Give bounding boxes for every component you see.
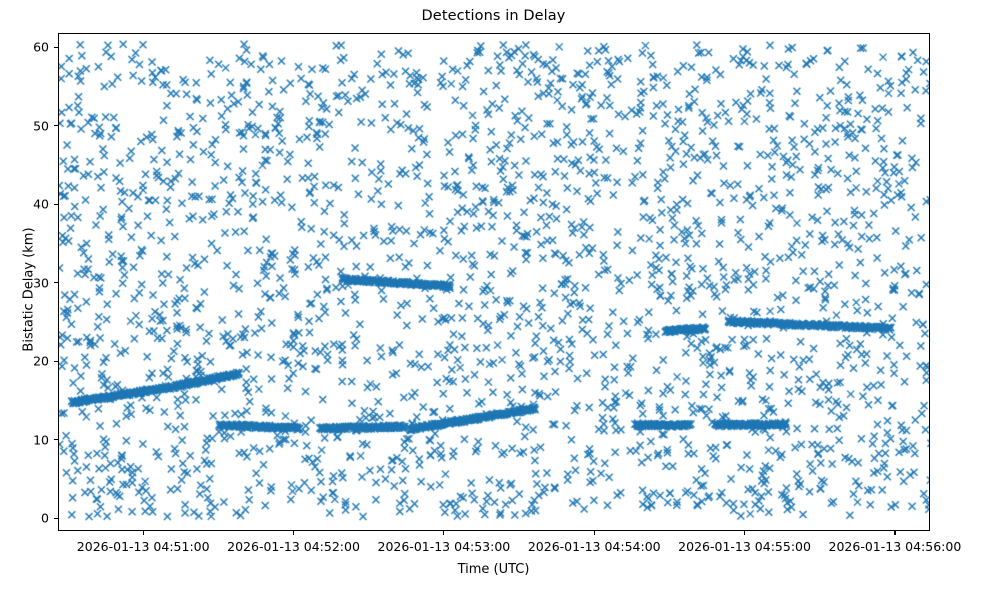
y-tick-mark [54, 282, 58, 284]
x-tick-mark [293, 531, 295, 535]
y-tick-mark [54, 125, 58, 127]
y-tick-label: 0 [41, 510, 49, 526]
x-tick-label: 2026-01-13 04:51:00 [76, 539, 210, 554]
x-tick-label: 2026-01-13 04:54:00 [527, 539, 661, 554]
y-tick-label: 30 [33, 275, 49, 291]
y-tick-label: 40 [33, 196, 49, 212]
plot-axes [58, 33, 930, 531]
x-tick-label: 2026-01-13 04:56:00 [828, 539, 962, 554]
y-tick-label: 10 [33, 432, 49, 448]
y-tick-mark [54, 517, 58, 520]
x-tick-mark [593, 531, 595, 535]
y-tick-label: 20 [33, 353, 49, 369]
x-tick-label: 2026-01-13 04:53:00 [377, 539, 511, 554]
x-tick-mark [744, 531, 746, 535]
y-tick-mark [54, 46, 58, 48]
y-tick-mark [54, 203, 58, 205]
page-title: Detections in Delay [421, 8, 566, 24]
x-tick-label: 2026-01-13 04:55:00 [678, 539, 811, 554]
x-tick-mark [142, 531, 144, 535]
scatter-plot-canvas [59, 34, 929, 530]
y-tick-mark [54, 439, 58, 441]
x-tick-label: 2026-01-13 04:52:00 [227, 539, 360, 554]
x-tick-mark [894, 531, 896, 535]
y-tick-label: 50 [33, 118, 49, 134]
x-tick-mark [443, 531, 445, 535]
y-tick-mark [54, 360, 58, 362]
x-axis-label: Time (UTC) [457, 562, 530, 577]
y-axis-label: Bistatic Delay (km) [21, 227, 37, 352]
y-tick-label: 60 [33, 39, 49, 55]
